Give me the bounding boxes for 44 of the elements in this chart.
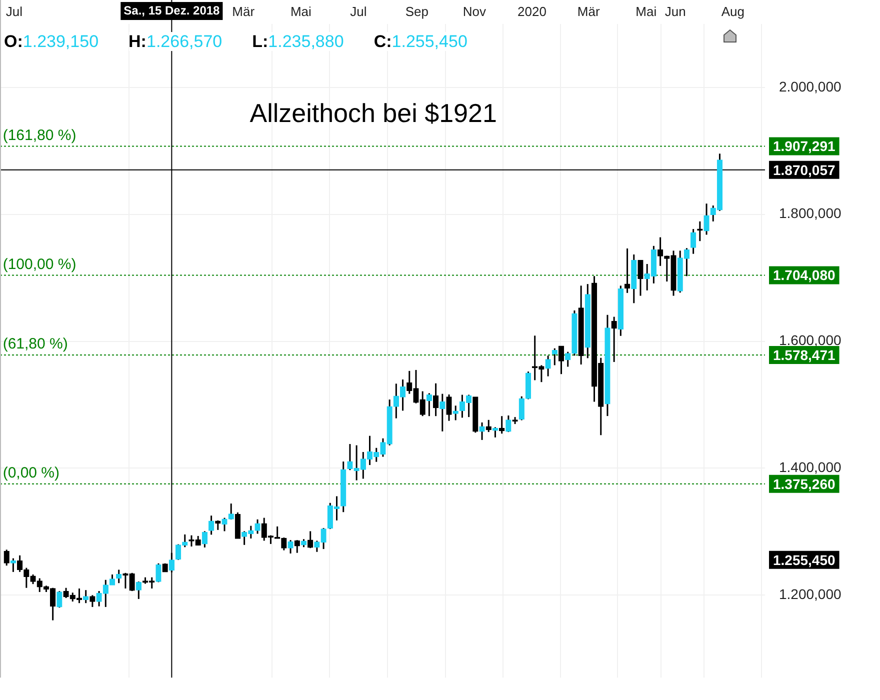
x-tick-label: Mai xyxy=(290,4,312,19)
candlestick xyxy=(638,259,644,297)
candlestick xyxy=(4,548,10,566)
candlestick xyxy=(90,594,96,608)
y-tick-label: 2.000,000 xyxy=(779,78,842,94)
x-tick-label: Jul xyxy=(350,4,367,19)
annotation: (61,80 %) xyxy=(2,336,68,353)
ref-line-label: 1.870,057 xyxy=(773,162,836,178)
candlestick xyxy=(690,228,696,255)
candlestick xyxy=(558,345,564,375)
text: Allzeithoch bei $1921 xyxy=(250,98,497,128)
y-tick-label: 1.600,000 xyxy=(779,332,842,348)
candlestick xyxy=(446,394,452,422)
ref-line-label: Sa., 15 Dez. 2018 xyxy=(124,3,220,18)
x-tick-label: Nov xyxy=(462,4,487,19)
y-tick-label: 1.400,000 xyxy=(779,459,842,476)
annotation: (0,00 %) xyxy=(2,464,60,482)
x-tick-label: Mär xyxy=(577,4,600,19)
candlestick xyxy=(624,248,630,294)
ref-line-label: 1.907,291 xyxy=(773,138,836,154)
candlestick xyxy=(234,512,241,540)
x-tick-label: Aug xyxy=(721,4,744,19)
ref-line-label: 1.578,471 xyxy=(773,346,836,363)
text: 1.255,450 xyxy=(773,552,836,568)
y-tick-label: 1.800,000 xyxy=(779,205,842,222)
ref-line-label: 1.704,080 xyxy=(773,267,836,284)
x-tick-label: Mai xyxy=(636,4,657,19)
x-tick-label: Jul xyxy=(6,4,23,19)
y-tick-label: 1.200,000 xyxy=(779,586,842,602)
candlestick xyxy=(486,419,492,433)
x-tick-label: 2020 xyxy=(518,4,546,19)
candlestick xyxy=(611,316,617,363)
x-tick-label: Sep xyxy=(405,4,428,19)
x-tick-label: Jun xyxy=(664,4,686,19)
annotation: 1.255,450 xyxy=(392,32,468,51)
text: O:1.239,150 H:1.266,570 L:1.235,880 C: xyxy=(4,32,392,51)
annotation: (161,80 %) xyxy=(2,126,76,144)
candlestick xyxy=(657,236,664,267)
candlestick xyxy=(308,530,314,549)
candlestick xyxy=(432,382,439,417)
x-tick-label: Mär xyxy=(232,4,256,19)
ref-line-label: 1.375,260 xyxy=(773,476,836,492)
candlestick xyxy=(518,396,524,421)
annotation: (100,00 %) xyxy=(2,256,76,273)
